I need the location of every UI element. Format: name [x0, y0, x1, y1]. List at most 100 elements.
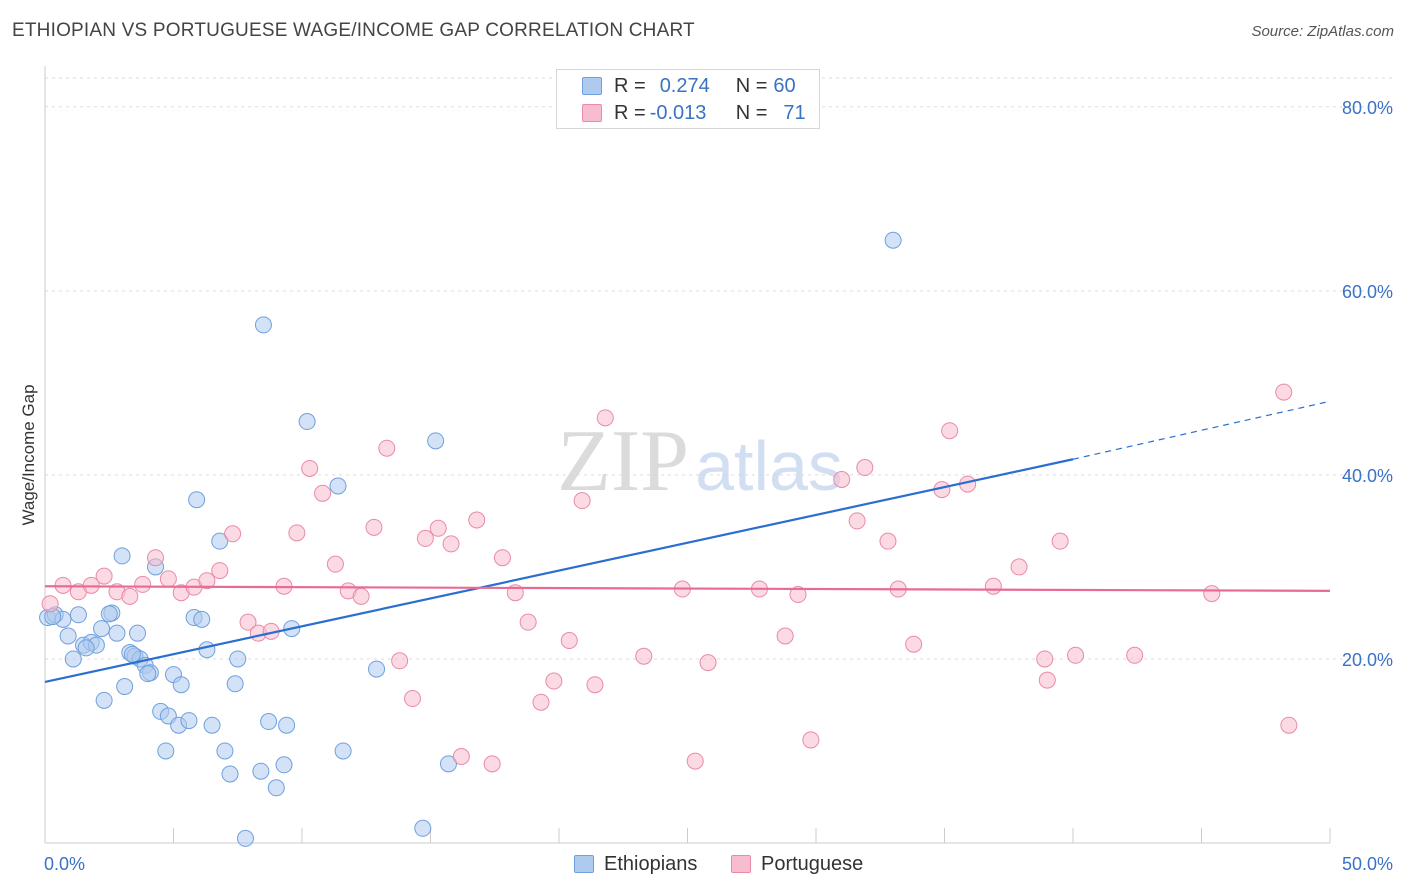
point-ethiopians — [113, 547, 131, 565]
legend-r-label: R = — [614, 101, 646, 124]
point-portuguese — [560, 632, 578, 650]
point-portuguese — [442, 535, 460, 553]
point-portuguese — [686, 752, 704, 770]
y-tick-label: 80.0% — [1342, 98, 1393, 118]
point-portuguese — [1067, 646, 1085, 664]
point-portuguese — [635, 647, 653, 665]
point-portuguese — [905, 635, 923, 653]
point-ethiopians — [211, 532, 229, 550]
point-ethiopians — [329, 477, 347, 495]
point-portuguese — [941, 422, 959, 440]
point-ethiopians — [298, 413, 316, 431]
point-portuguese — [224, 525, 242, 543]
point-portuguese — [326, 555, 344, 573]
point-portuguese — [95, 567, 113, 585]
point-ethiopians — [226, 675, 244, 693]
point-ethiopians — [203, 716, 221, 734]
grid-lines — [45, 77, 1392, 660]
point-ethiopians — [95, 691, 113, 709]
point-portuguese — [1275, 383, 1293, 401]
watermark-atlas: atlas — [695, 427, 843, 505]
legend-label-portuguese: Portuguese — [761, 852, 864, 875]
point-ethiopians — [368, 660, 386, 678]
y-tick-label: 60.0% — [1342, 282, 1393, 302]
point-portuguese — [211, 562, 229, 580]
point-ethiopians — [414, 819, 432, 837]
point-portuguese — [493, 549, 511, 567]
legend-item-portuguese: Portuguese — [731, 851, 863, 877]
stats-legend: R = 0.274 N = 60 R = -0.013 N = 71 — [556, 69, 820, 129]
legend-n-value: 60 — [773, 74, 796, 97]
axes — [44, 66, 1331, 844]
point-portuguese — [404, 690, 422, 708]
point-portuguese — [1051, 532, 1069, 550]
point-portuguese — [365, 518, 383, 536]
point-portuguese — [314, 484, 332, 502]
point-portuguese — [239, 613, 257, 631]
point-portuguese — [452, 747, 470, 765]
point-portuguese — [545, 672, 563, 690]
legend-swatch-portuguese — [582, 104, 602, 122]
legend-r-value: -0.013 — [649, 101, 707, 124]
legend-swatch-portuguese — [731, 855, 751, 873]
point-ethiopians — [123, 645, 141, 663]
point-ethiopians — [275, 756, 293, 774]
point-ethiopians — [59, 627, 77, 645]
point-ethiopians — [267, 779, 285, 797]
point-ethiopians — [427, 432, 445, 450]
point-ethiopians — [129, 624, 147, 642]
point-ethiopians — [77, 639, 95, 657]
legend-row-ethiopians: R = 0.274 N = 60 — [582, 73, 796, 99]
point-portuguese — [848, 512, 866, 530]
chart-title: ETHIOPIAN VS PORTUGUESE WAGE/INCOME GAP … — [12, 20, 695, 41]
point-portuguese — [391, 652, 409, 670]
point-ethiopians — [252, 762, 270, 780]
point-ethiopians — [236, 829, 254, 847]
legend-n-label: N = — [735, 74, 768, 97]
legend-n-label: N = — [735, 101, 768, 124]
point-portuguese — [519, 613, 537, 631]
point-portuguese — [1010, 558, 1028, 576]
point-portuguese — [352, 587, 370, 605]
point-portuguese — [41, 595, 59, 613]
point-portuguese — [802, 731, 820, 749]
legend-item-ethiopians: Ethiopians — [574, 851, 697, 877]
point-ethiopians — [334, 742, 352, 760]
point-portuguese — [134, 575, 152, 593]
point-ethiopians — [100, 605, 118, 623]
legend-swatch-ethiopians — [582, 77, 602, 95]
point-portuguese — [1036, 650, 1054, 668]
point-ethiopians — [439, 755, 457, 773]
point-ethiopians — [229, 650, 247, 668]
point-ethiopians — [139, 665, 157, 683]
point-ethiopians — [221, 765, 239, 783]
point-portuguese — [833, 471, 851, 489]
trend-extension-ethiopians — [1072, 400, 1331, 460]
point-portuguese — [301, 459, 319, 477]
trend-line-ethiopians — [44, 458, 1074, 684]
trend-lines — [44, 400, 1331, 684]
point-portuguese — [596, 409, 614, 427]
point-portuguese — [1038, 671, 1056, 689]
point-portuguese — [378, 439, 396, 457]
point-portuguese — [429, 519, 447, 537]
point-portuguese — [468, 511, 486, 529]
source-label: Source: ZipAtlas.com — [1251, 23, 1394, 40]
point-portuguese — [1280, 716, 1298, 734]
point-portuguese — [573, 492, 591, 510]
point-portuguese — [789, 586, 807, 604]
legend-r-label: R = — [614, 74, 646, 97]
point-ethiopians — [278, 716, 296, 734]
point-ethiopians — [116, 678, 134, 696]
point-ethiopians — [157, 742, 175, 760]
y-tick-labels: 20.0% 40.0% 60.0% 80.0% — [1342, 98, 1393, 670]
point-ethiopians — [93, 620, 111, 638]
legend-label-ethiopians: Ethiopians — [604, 852, 698, 875]
point-portuguese — [1203, 585, 1221, 603]
point-portuguese — [984, 577, 1002, 595]
point-portuguese — [1126, 646, 1144, 664]
point-ethiopians — [69, 606, 87, 624]
point-portuguese — [121, 587, 139, 605]
point-ethiopians — [180, 712, 198, 730]
point-ethiopians — [254, 316, 272, 334]
